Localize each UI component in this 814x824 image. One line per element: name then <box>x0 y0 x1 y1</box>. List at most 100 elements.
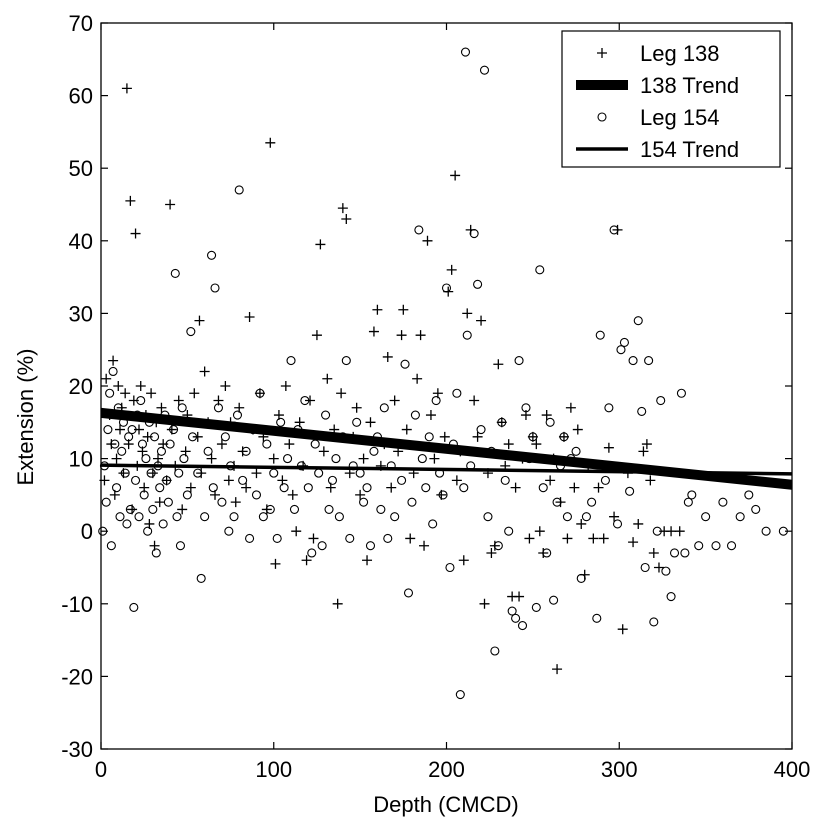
leg-154-point <box>103 425 113 435</box>
leg-154-point <box>460 47 471 57</box>
leg-138-point <box>545 475 556 486</box>
leg-154-point <box>609 225 619 235</box>
leg-154-point <box>735 512 745 522</box>
leg-154-point <box>459 483 469 493</box>
leg-154-point <box>369 446 379 456</box>
y-tick-label: 30 <box>69 301 93 326</box>
leg-154-point <box>265 504 275 514</box>
leg-154-point <box>111 483 122 493</box>
leg-154-point <box>455 689 465 700</box>
leg-138-point <box>398 304 409 315</box>
leg-154-point <box>134 512 144 522</box>
leg-154-point <box>528 432 538 442</box>
leg-154-point <box>177 403 187 413</box>
leg-154-point <box>317 541 327 551</box>
axis-ticks-group: 0 100 200 300 400 -30 -20 -10 0 10 20 30 40 50 60 70 <box>61 11 810 782</box>
leg-138-point <box>514 591 525 602</box>
leg-154-point <box>182 490 192 500</box>
leg-154-point <box>141 454 151 464</box>
leg-138-point <box>598 533 609 544</box>
leg-138-point <box>177 504 188 515</box>
leg-154-point <box>158 519 168 529</box>
leg-154-point <box>170 268 180 279</box>
leg-154-point <box>245 533 255 544</box>
leg-154-point <box>694 541 704 551</box>
leg-154-point <box>410 410 420 420</box>
leg-138-point <box>666 526 677 537</box>
leg-154-point <box>193 468 203 478</box>
leg-154-point <box>258 512 268 522</box>
leg-154-point <box>106 541 116 551</box>
y-tick-label: -20 <box>61 664 93 689</box>
leg-154-point <box>628 356 638 366</box>
leg-138-point <box>565 402 576 413</box>
leg-154-point <box>511 613 521 623</box>
leg-154-point <box>517 621 528 631</box>
leg-154-point <box>238 475 248 485</box>
leg-154-point <box>108 366 118 377</box>
leg-154-point <box>701 512 711 522</box>
leg-138-point <box>199 366 210 377</box>
y-tick-label: 0 <box>81 519 93 544</box>
leg-154-point <box>718 497 728 507</box>
leg-138-point <box>503 439 514 450</box>
leg-138-point <box>165 199 176 210</box>
leg-154-point <box>483 512 493 522</box>
leg-138-point <box>633 518 644 529</box>
leg-138-point <box>265 137 276 148</box>
leg-138-point <box>156 402 167 413</box>
leg-154-point <box>476 425 486 435</box>
leg-154-point <box>196 573 206 583</box>
leg-138-point <box>308 533 319 544</box>
leg-154-point <box>683 497 693 507</box>
leg-154-point <box>307 548 317 558</box>
leg-138-point <box>396 330 407 341</box>
leg-154-point <box>441 283 452 293</box>
leg-138-point <box>439 431 450 442</box>
leg-154-point <box>210 283 220 293</box>
leg-154-point <box>376 504 386 514</box>
leg-138-point <box>251 468 262 479</box>
leg-154-point <box>179 454 189 464</box>
leg-154-point <box>117 446 127 456</box>
y-tick-label: -10 <box>61 592 93 617</box>
leg-154-point <box>174 468 184 478</box>
leg-138-point <box>510 482 521 493</box>
leg-154-point <box>552 497 562 507</box>
leg-138-point <box>130 228 141 239</box>
leg-154-point <box>656 395 666 406</box>
leg-138-point <box>429 453 440 464</box>
leg-138-point <box>588 533 599 544</box>
leg-138-point <box>220 381 231 391</box>
leg-138-point <box>405 533 416 544</box>
leg-138-point <box>146 388 157 399</box>
leg-154-point <box>652 526 662 536</box>
leg-154-point <box>359 497 369 507</box>
leg-138-point <box>185 482 196 493</box>
leg-138-point <box>446 264 457 275</box>
legend-box <box>561 30 781 168</box>
y-tick-label: 60 <box>69 84 93 109</box>
leg-154-point <box>644 356 654 366</box>
leg-138-point <box>569 482 580 493</box>
leg-138-point <box>412 373 423 384</box>
leg-154-point <box>421 483 431 493</box>
leg-138-point <box>154 497 165 508</box>
leg-154-point <box>469 228 479 239</box>
leg-154-point <box>649 617 659 627</box>
leg-154-point <box>341 356 351 366</box>
leg-138-point <box>115 424 126 435</box>
leg-138-point <box>173 395 184 406</box>
leg-154-point <box>148 504 158 514</box>
y-tick-label: 50 <box>69 156 93 181</box>
leg-138-point <box>645 475 656 486</box>
leg-138-point <box>351 402 362 413</box>
leg-154-point <box>452 388 462 398</box>
leg-154-point <box>303 483 313 493</box>
leg-138-point <box>674 526 685 537</box>
leg-138-point <box>135 381 146 391</box>
leg-138-point <box>230 497 241 508</box>
leg-154-point <box>493 541 503 551</box>
leg-154-point <box>633 316 643 326</box>
